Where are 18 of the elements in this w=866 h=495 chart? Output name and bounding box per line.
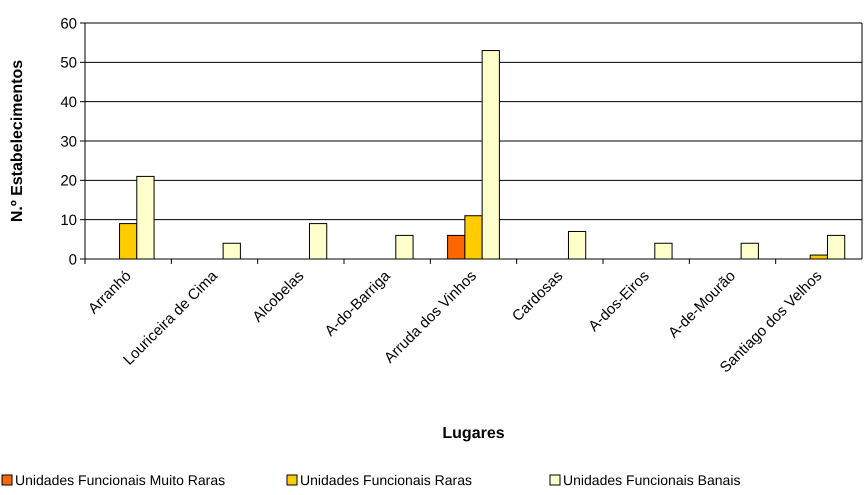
legend-label: Unidades Funcionais Raras (300, 472, 472, 488)
y-tick-label: 10 (60, 212, 77, 229)
bar (222, 242, 241, 260)
bar (308, 223, 328, 260)
bar (654, 242, 673, 260)
y-tick-label: 30 (60, 133, 77, 150)
y-tick-label: 40 (60, 94, 77, 111)
legend-label: Unidades Funcionais Banais (563, 472, 740, 488)
y-tick-label: 60 (60, 15, 77, 32)
y-tick-label: 20 (60, 172, 77, 190)
y-axis-title: N.º Estabelecimentos (9, 60, 26, 222)
y-tick-label: 50 (60, 54, 77, 72)
legend-label: Unidades Funcionais Muito Raras (15, 472, 226, 488)
y-tick-label: 0 (68, 251, 77, 268)
bar (395, 234, 414, 260)
bar (740, 242, 759, 260)
x-axis-title: Lugares (442, 425, 505, 442)
bar (568, 230, 586, 260)
